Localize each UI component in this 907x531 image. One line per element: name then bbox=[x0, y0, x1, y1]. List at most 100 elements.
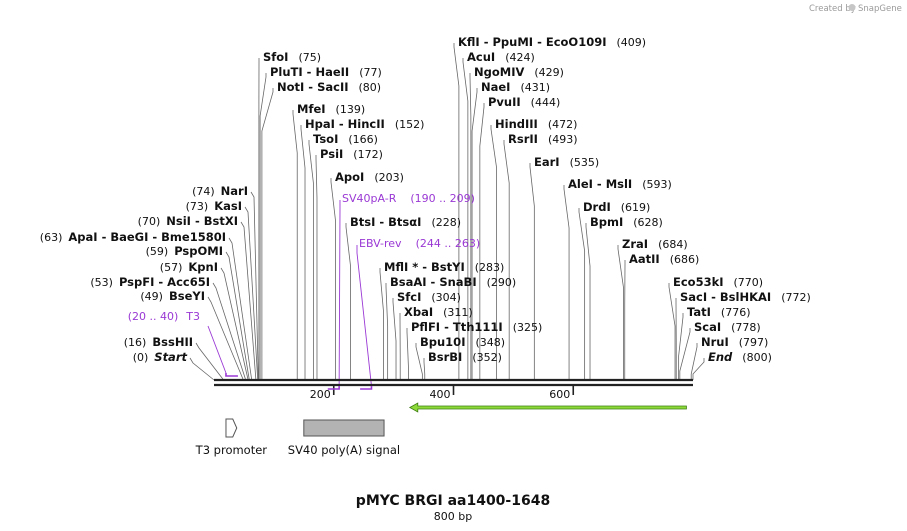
site-label-mfei: MfeI bbox=[297, 102, 326, 116]
site-label-pflfi-tth111i: PflFI - Tth111I bbox=[411, 320, 503, 334]
site-label-apai-baegi-bme1580i: ApaI - BaeGI - Bme1580I bbox=[68, 230, 226, 244]
site-position-eco53ki: (770) bbox=[734, 276, 764, 289]
primer-mark-t3 bbox=[225, 373, 238, 377]
site-label-start: Start bbox=[154, 350, 187, 364]
site-label-psii: PsiI bbox=[320, 147, 343, 161]
site-position-hpai-hincii: (152) bbox=[395, 118, 425, 131]
site-label-eco53ki: Eco53kI bbox=[673, 275, 724, 289]
site-leader-lines bbox=[189, 43, 705, 381]
site-label-acui: AcuI bbox=[467, 50, 495, 64]
leader-rsrii bbox=[503, 140, 510, 380]
site-position-bseyi: (49) bbox=[140, 290, 163, 303]
site-position-xbai: (311) bbox=[443, 306, 473, 319]
site-label-bsrbi: BsrBI bbox=[428, 350, 462, 364]
leader-sfci bbox=[392, 298, 397, 380]
leader-scai bbox=[679, 328, 691, 380]
leader-nari bbox=[250, 191, 259, 381]
credit-brand: SnapGene bbox=[858, 4, 902, 14]
site-label-eari: EarI bbox=[534, 155, 560, 169]
site-position-pflfi-tth111i: (325) bbox=[513, 321, 543, 334]
site-label-sfci: SfcI bbox=[397, 290, 421, 304]
leader-nsii-bstxi bbox=[240, 221, 257, 381]
site-label-hindiii: HindIII bbox=[495, 117, 538, 131]
leader-eari bbox=[529, 163, 535, 380]
leader-hpai-hincii bbox=[300, 125, 306, 380]
leader-eco53ki bbox=[668, 283, 676, 380]
site-label-bsshii: BssHII bbox=[152, 335, 193, 349]
site-position-sfoi: (75) bbox=[298, 51, 321, 64]
leader-drdi bbox=[578, 208, 586, 380]
site-position-mfei: (139) bbox=[336, 103, 366, 116]
site-label-saci-bslhkai: SacI - BslHKAI bbox=[680, 290, 771, 304]
site-position-bsshii: (16) bbox=[124, 336, 147, 349]
site-label-drdi: DrdI bbox=[583, 200, 611, 214]
site-label-nrui: NruI bbox=[701, 335, 729, 349]
site-label-kasi: KasI bbox=[214, 199, 242, 213]
site-label-bpmi: BpmI bbox=[590, 215, 623, 229]
site-position-sfci: (304) bbox=[431, 291, 461, 304]
feature-label-sv40-polya: SV40 poly(A) signal bbox=[288, 443, 400, 457]
site-label-pspfi-acc65i: PspFI - Acc65I bbox=[119, 275, 210, 289]
site-label-end: End bbox=[708, 350, 733, 364]
primer-binding-marks bbox=[225, 373, 373, 390]
site-position-drdi: (619) bbox=[621, 201, 651, 214]
site-label-hpai-hincii: HpaI - HincII bbox=[305, 117, 385, 131]
site-position-btsi-bts-i: (228) bbox=[431, 216, 461, 229]
site-position-aatii: (686) bbox=[670, 253, 700, 266]
site-position-bsaai-snabi: (290) bbox=[487, 276, 517, 289]
site-position-apai-baegi-bme1580i: (63) bbox=[40, 231, 63, 244]
leader-kfli-ppumi-ecoo109i bbox=[453, 43, 460, 380]
primer-leader-lines bbox=[207, 200, 372, 387]
ruler-label-400: 400 bbox=[430, 388, 451, 401]
primer-mark-sv40pa-r bbox=[327, 386, 340, 390]
leader-bpmi bbox=[585, 223, 591, 380]
leader-ngomiv bbox=[469, 73, 472, 380]
snapgene-logo-icon bbox=[848, 4, 856, 11]
sv40-polya-box bbox=[303, 419, 385, 437]
site-label-ngomiv: NgoMIV bbox=[474, 65, 524, 79]
site-position-naei: (431) bbox=[520, 81, 550, 94]
site-label-btsi-bts-i: BtsI - BtsαI bbox=[350, 215, 421, 229]
site-position-pspfi-acc65i: (53) bbox=[90, 276, 113, 289]
site-position-kpni: (57) bbox=[160, 261, 183, 274]
site-position-ngomiv: (429) bbox=[534, 66, 564, 79]
site-label-pspomi: PspOMI bbox=[174, 244, 223, 258]
site-label-tati: TatI bbox=[687, 305, 711, 319]
leader-kasi bbox=[244, 206, 259, 381]
site-label-alei-msli: AleI - MslI bbox=[568, 177, 632, 191]
site-position-scai: (778) bbox=[731, 321, 761, 334]
site-position-acui: (424) bbox=[505, 51, 535, 64]
ruler: 200 400 600 bbox=[310, 386, 575, 401]
ruler-label-200: 200 bbox=[310, 388, 331, 401]
features-track: T3 promoter SV40 poly(A) signal bbox=[195, 402, 687, 457]
leader-apoi bbox=[330, 178, 336, 380]
feature-label-t3-promoter: T3 promoter bbox=[195, 443, 268, 457]
site-label-zrai: ZraI bbox=[622, 237, 648, 251]
site-position-eari: (535) bbox=[570, 156, 600, 169]
leader-kpni bbox=[220, 267, 249, 381]
site-label-bpu10i: Bpu10I bbox=[420, 335, 465, 349]
leader-start bbox=[189, 357, 215, 381]
site-label-tsoi: TsoI bbox=[313, 132, 338, 146]
site-label-kpni: KpnI bbox=[188, 260, 218, 274]
leader-bsrbi bbox=[423, 358, 426, 380]
site-position-hindiii: (472) bbox=[548, 118, 578, 131]
site-label-bsaai-snabi: BsaAI - SnaBI bbox=[390, 275, 477, 289]
leader-bsshii bbox=[195, 342, 224, 381]
site-position-start: (0) bbox=[133, 351, 149, 364]
leader-psii bbox=[315, 155, 318, 380]
site-label-nsii-bstxi: NsiI - BstXI bbox=[166, 214, 238, 228]
primer-leader-sv40pa-r bbox=[338, 200, 341, 387]
leader-hindiii bbox=[490, 125, 498, 380]
leader-tsoi bbox=[308, 140, 314, 380]
leader-end bbox=[692, 358, 705, 380]
site-position-rsrii: (493) bbox=[548, 133, 578, 146]
leader-bpu10i bbox=[415, 343, 423, 380]
site-position-kfli-ppumi-ecoo109i: (409) bbox=[616, 36, 646, 49]
site-position-zrai: (684) bbox=[658, 238, 688, 251]
site-position-mfli-bstyi: (283) bbox=[475, 261, 505, 274]
site-position-psii: (172) bbox=[353, 148, 383, 161]
site-position-pvuii: (444) bbox=[531, 96, 561, 109]
